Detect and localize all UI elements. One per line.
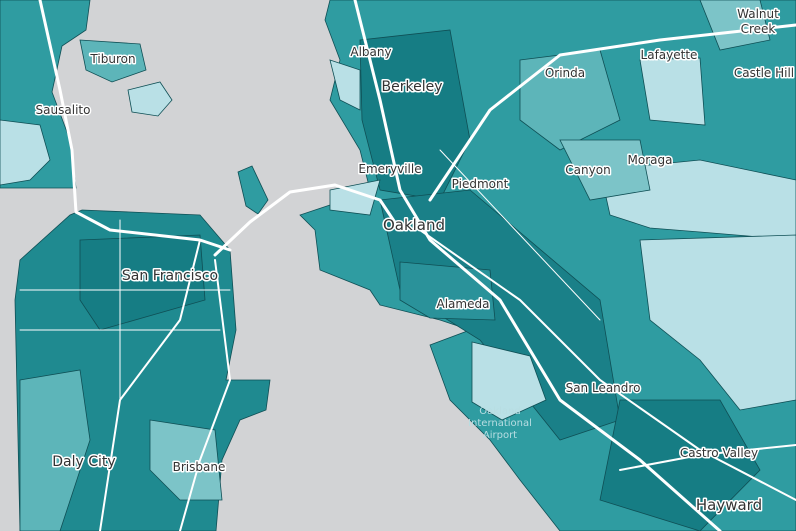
place-label: San Leandro <box>566 381 641 395</box>
label-line: Alameda <box>437 297 490 311</box>
label-line: International <box>468 418 532 429</box>
road <box>179 259 231 531</box>
place-label: Oakland International Airport <box>468 406 532 441</box>
label-line: Castro Valley <box>680 446 758 460</box>
brisbane-land <box>149 419 223 501</box>
label-line: San Francisco <box>122 268 218 284</box>
label-line: Hayward <box>696 496 762 514</box>
place-label: Berkeley <box>382 79 443 95</box>
label-line: Daly City <box>52 454 115 470</box>
street <box>439 149 601 321</box>
label-line: Canyon <box>565 163 610 177</box>
place-label: Tiburon <box>89 52 135 66</box>
label-line: Moraga <box>628 153 673 167</box>
label-line: Emeryville <box>358 162 421 176</box>
label-line: Oakland <box>479 406 520 417</box>
label-line: Lafayette <box>641 48 698 62</box>
hills-2 <box>599 159 796 241</box>
place-label: Emeryville <box>358 162 421 176</box>
angel-island <box>127 81 173 117</box>
hayward-land <box>599 399 761 531</box>
place-label: Moraga <box>628 153 673 167</box>
place-label: Sausalito <box>36 103 91 117</box>
road <box>99 239 201 531</box>
place-label: Albany <box>350 45 391 59</box>
place-label: Daly City <box>52 454 115 470</box>
place-label: Walnut Creek <box>737 7 779 36</box>
place-label: Alameda <box>437 297 490 311</box>
sf-west <box>19 369 91 531</box>
label-line: Berkeley <box>382 79 443 95</box>
place-label: Hayward <box>696 496 762 514</box>
label-line: Tiburon <box>89 52 135 66</box>
hills-1 <box>639 57 706 126</box>
place-label: Canyon <box>565 163 610 177</box>
marin-hills <box>0 119 51 186</box>
label-line: Piedmont <box>452 177 509 191</box>
place-labels: Tiburon Sausalito Albany Berkeley Orinda… <box>34 6 796 516</box>
hills-3 <box>639 234 796 411</box>
label-line: Orinda <box>545 66 585 80</box>
place-label: Orinda <box>545 66 585 80</box>
label-line: Walnut <box>737 7 779 21</box>
label-line: Albany <box>350 45 391 59</box>
bay-bridge <box>213 183 402 257</box>
airport <box>471 341 547 421</box>
place-label: Castro Valley <box>680 446 758 460</box>
tiburon-land <box>79 39 147 83</box>
canyon-land <box>559 139 651 201</box>
label-line: Castle Hill <box>734 66 794 80</box>
treasure-island <box>237 165 269 215</box>
place-label: Castle Hill <box>734 66 794 80</box>
place-label: Lafayette <box>641 48 698 62</box>
road <box>428 23 796 202</box>
label-line: Brisbane <box>173 460 226 474</box>
place-label: Brisbane <box>173 460 226 474</box>
road <box>419 229 796 501</box>
road <box>619 444 796 471</box>
label-line: Airport <box>483 430 517 441</box>
albany-hill <box>329 59 361 111</box>
label-line: Oakland <box>383 216 445 234</box>
place-label: Piedmont <box>452 177 509 191</box>
place-label: San Francisco <box>122 268 218 284</box>
roads <box>19 0 796 531</box>
place-label: Oakland <box>383 216 445 234</box>
label-line: Creek <box>741 22 776 36</box>
label-line: San Leandro <box>566 381 641 395</box>
label-line: Sausalito <box>36 103 91 117</box>
road <box>353 0 722 531</box>
